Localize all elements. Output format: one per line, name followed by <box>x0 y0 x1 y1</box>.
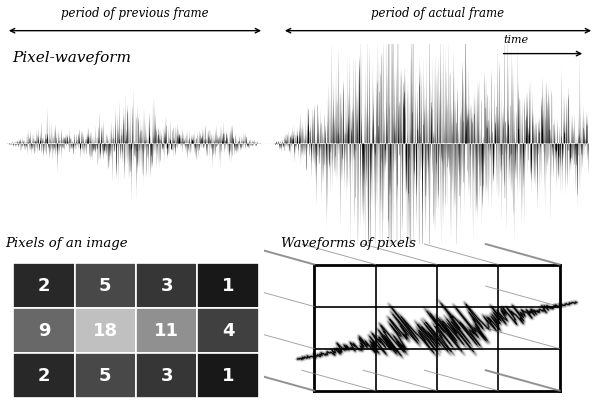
Text: Pixel-waveform: Pixel-waveform <box>12 51 131 64</box>
Text: Pixels of an image: Pixels of an image <box>5 236 128 249</box>
Bar <box>74 263 136 308</box>
Text: time: time <box>503 34 529 45</box>
Text: Waveforms of pixels: Waveforms of pixels <box>281 236 416 249</box>
Bar <box>197 353 259 398</box>
Bar <box>197 263 259 308</box>
Text: 1: 1 <box>222 366 234 384</box>
Bar <box>13 353 74 398</box>
Bar <box>74 353 136 398</box>
Bar <box>197 308 259 353</box>
Bar <box>13 263 74 308</box>
Text: 4: 4 <box>222 322 234 339</box>
Text: 1: 1 <box>222 277 234 294</box>
Text: 2: 2 <box>38 277 50 294</box>
Text: 3: 3 <box>160 277 173 294</box>
Text: 3: 3 <box>160 366 173 384</box>
Text: 5: 5 <box>99 366 112 384</box>
Text: 11: 11 <box>154 322 179 339</box>
Text: 18: 18 <box>93 322 118 339</box>
Bar <box>74 308 136 353</box>
Bar <box>136 308 197 353</box>
Text: 5: 5 <box>99 277 112 294</box>
Text: period of actual frame: period of actual frame <box>371 7 505 20</box>
Text: period of previous frame: period of previous frame <box>61 7 209 20</box>
Text: 2: 2 <box>38 366 50 384</box>
Bar <box>136 353 197 398</box>
Bar <box>13 308 74 353</box>
Text: 9: 9 <box>38 322 50 339</box>
Bar <box>136 263 197 308</box>
